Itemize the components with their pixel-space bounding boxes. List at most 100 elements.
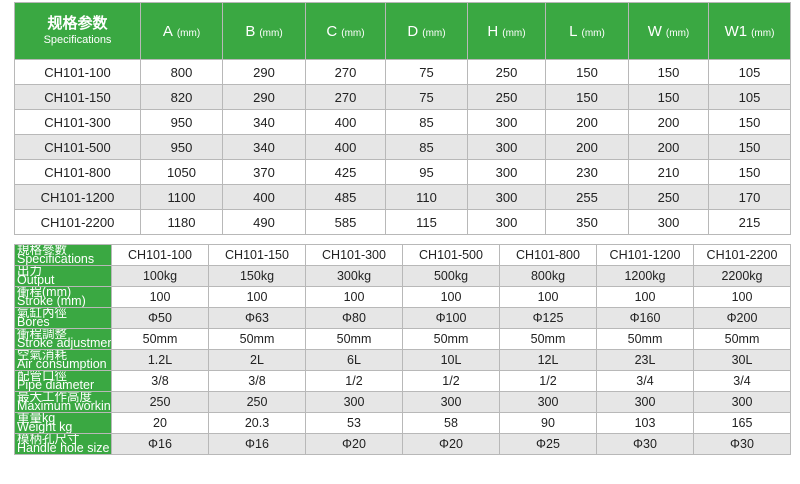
- table-cell: 165: [693, 412, 791, 434]
- table-cell: 215: [708, 209, 791, 235]
- table-cell: 100: [402, 286, 500, 308]
- table-cell: 115: [385, 209, 468, 235]
- label-cell: 配管口徑 Pipe diameter: [14, 370, 112, 392]
- table-cell: 300: [467, 159, 546, 185]
- label-cell: 空氣消耗 Air consumption: [14, 349, 112, 371]
- table-cell: 1100: [140, 184, 223, 210]
- header-cell: W (mm): [628, 2, 709, 60]
- label-cn: 衝程調整: [17, 328, 68, 341]
- table-cell: 50mm: [305, 328, 403, 350]
- table-cell: 150: [708, 109, 791, 135]
- table-cell: 3/4: [693, 370, 791, 392]
- table-cell: 1/2: [499, 370, 597, 392]
- table-cell: CH101-1200: [14, 184, 141, 210]
- table-cell: 340: [222, 134, 306, 160]
- header-cell: 规格参数 Specifications: [14, 2, 141, 60]
- table-cell: 85: [385, 134, 468, 160]
- table-cell: 300: [467, 109, 546, 135]
- column-unit: (mm): [422, 27, 446, 39]
- table-cell: 300: [402, 391, 500, 413]
- table-cell: 400: [222, 184, 306, 210]
- table-cell: Φ20: [305, 433, 403, 455]
- header-cell: W1 (mm): [708, 2, 791, 60]
- column-name: W: [647, 22, 662, 40]
- table-cell: 90: [499, 412, 597, 434]
- table-cell: 100: [208, 286, 306, 308]
- table-cell: Φ30: [596, 433, 694, 455]
- table-cell: 300: [467, 184, 546, 210]
- table-cell: 75: [385, 84, 468, 110]
- label-en: Output: [17, 273, 55, 287]
- table-cell: 53: [305, 412, 403, 434]
- table-cell: CH101-100: [14, 59, 141, 85]
- table-row: 空氣消耗 Air consumption 1.2L 2L 6L 10L 12L 23L 30L: [14, 349, 791, 371]
- table-cell: 2200kg: [693, 265, 791, 287]
- label-en: Weight kg: [17, 420, 73, 434]
- table-cell: 290: [222, 84, 306, 110]
- table-cell: 20: [111, 412, 209, 434]
- table-cell: 950: [140, 109, 223, 135]
- table-cell: 103: [596, 412, 694, 434]
- label-cell: 衝程調整 Stroke adjustment: [14, 328, 112, 350]
- table-cell: 150: [628, 59, 709, 85]
- table-row: 模柄孔尺寸 Handle hole size Φ16 Φ16 Φ20 Φ20 Φ25 Φ30 Φ…: [14, 433, 791, 455]
- table-cell: Φ16: [111, 433, 209, 455]
- table-cell: 95: [385, 159, 468, 185]
- table-cell: 270: [305, 59, 386, 85]
- table-cell: 150: [708, 159, 791, 185]
- table-cell: 2L: [208, 349, 306, 371]
- table-row: CH101-500 950 340 400 85 300 200 200 150: [14, 134, 791, 160]
- table-cell: 6L: [305, 349, 403, 371]
- column-name: D: [407, 22, 419, 40]
- table-cell: 800: [140, 59, 223, 85]
- header-cell: C (mm): [305, 2, 386, 60]
- model-cell: CH101-1200: [596, 244, 694, 266]
- table-cell: 300: [693, 391, 791, 413]
- table-cell: 58: [402, 412, 500, 434]
- label-en: Specifications: [17, 252, 95, 266]
- table-cell: 150: [708, 134, 791, 160]
- label-cn: 模柄孔尺寸: [17, 433, 80, 446]
- table-cell: 250: [467, 59, 546, 85]
- label-cn: 出力: [17, 265, 43, 278]
- table-cell: 170: [708, 184, 791, 210]
- table-cell: 12L: [499, 349, 597, 371]
- table-cell: 3/8: [208, 370, 306, 392]
- table-row: CH101-150 820 290 270 75 250 150 150 105: [14, 84, 791, 110]
- table-cell: CH101-2200: [14, 209, 141, 235]
- label-en: Air consumption: [17, 357, 107, 371]
- label-cn: 空氣消耗: [17, 349, 68, 362]
- table-cell: CH101-300: [14, 109, 141, 135]
- table-cell: 400: [305, 134, 386, 160]
- table-cell: 200: [545, 134, 629, 160]
- column-unit: (mm): [341, 27, 365, 39]
- table-cell: 340: [222, 109, 306, 135]
- header-row: 规格参数 Specifications A (mm) B (mm) C (mm) D (mm) H(…: [14, 2, 791, 60]
- table-cell: 1/2: [402, 370, 500, 392]
- table-cell: 150: [628, 84, 709, 110]
- table-cell: 100: [305, 286, 403, 308]
- table-cell: 270: [305, 84, 386, 110]
- table-cell: 820: [140, 84, 223, 110]
- column-name: W1: [724, 22, 748, 40]
- table-cell: 250: [467, 84, 546, 110]
- table-cell: Φ16: [208, 433, 306, 455]
- table-cell: 485: [305, 184, 386, 210]
- table-cell: 300: [628, 209, 709, 235]
- table-cell: 20.3: [208, 412, 306, 434]
- table-cell: 425: [305, 159, 386, 185]
- header-cell: L (mm): [545, 2, 629, 60]
- table-cell: 290: [222, 59, 306, 85]
- table-cell: 300: [467, 209, 546, 235]
- label-cell: 衝程(mm) Stroke (mm): [14, 286, 112, 308]
- table-cell: 400: [305, 109, 386, 135]
- table-cell: Φ50: [111, 307, 209, 329]
- table-cell: 3/8: [111, 370, 209, 392]
- label-en: Pipe diameter: [17, 378, 95, 392]
- table-cell: 150kg: [208, 265, 306, 287]
- table-cell: Φ20: [402, 433, 500, 455]
- header-cell: A (mm): [140, 2, 223, 60]
